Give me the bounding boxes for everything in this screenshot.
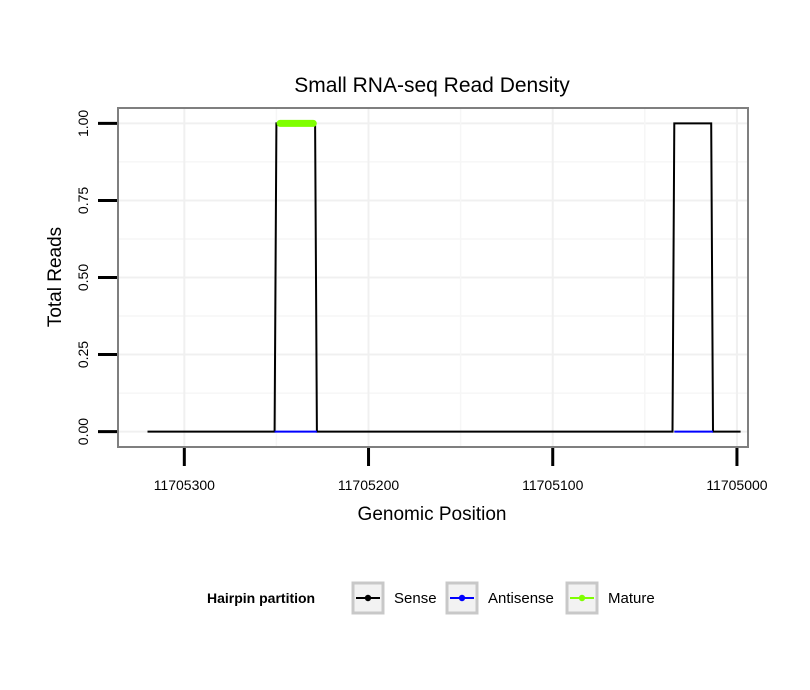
legend-title: Hairpin partition [207, 590, 315, 606]
chart-title: Small RNA-seq Read Density [294, 74, 570, 97]
legend-label-antisense: Antisense [488, 590, 554, 607]
x-axis-title: Genomic Position [358, 504, 507, 525]
x-tick-label: 11705200 [338, 477, 399, 493]
legend: Hairpin partition Sense Antisense Mature [207, 581, 655, 615]
grid [118, 108, 748, 447]
series-group [147, 119, 741, 433]
legend-key-point-antisense [458, 594, 466, 602]
y-tick-label: 0.75 [75, 187, 91, 214]
x-tick-label: 11705000 [706, 477, 767, 493]
legend-key-point-mature [578, 594, 586, 602]
axes: 0.00 0.25 0.50 0.75 1.00 11705300 11705200 1170… [75, 110, 768, 493]
y-tick-label: 0.00 [75, 418, 91, 445]
y-tick-label: 1.00 [75, 110, 91, 137]
legend-label-mature: Mature [608, 590, 655, 607]
plot-border [117, 107, 749, 448]
x-tick-label: 11705100 [522, 477, 583, 493]
legend-key-point-sense [364, 594, 372, 602]
y-tick-label: 0.50 [75, 264, 91, 291]
legend-label-sense: Sense [394, 590, 437, 607]
series-line-sense [147, 122, 741, 433]
y-axis-title: Total Reads [45, 227, 66, 327]
x-tick-label: 11705300 [154, 477, 215, 493]
y-tick-label: 0.25 [75, 341, 91, 368]
